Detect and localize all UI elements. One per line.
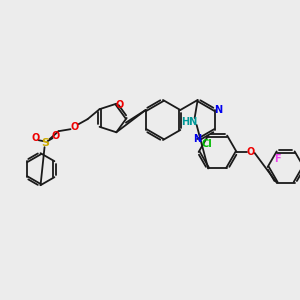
Text: O: O [70,122,79,132]
Text: O: O [115,100,123,110]
Text: HN: HN [182,117,198,127]
Text: N: N [194,134,202,144]
Text: N: N [214,105,222,115]
Text: O: O [51,131,60,141]
Text: O: O [247,147,255,157]
Text: Cl: Cl [202,139,212,148]
Text: S: S [41,138,50,148]
Text: O: O [32,133,40,143]
Text: F: F [274,154,281,164]
